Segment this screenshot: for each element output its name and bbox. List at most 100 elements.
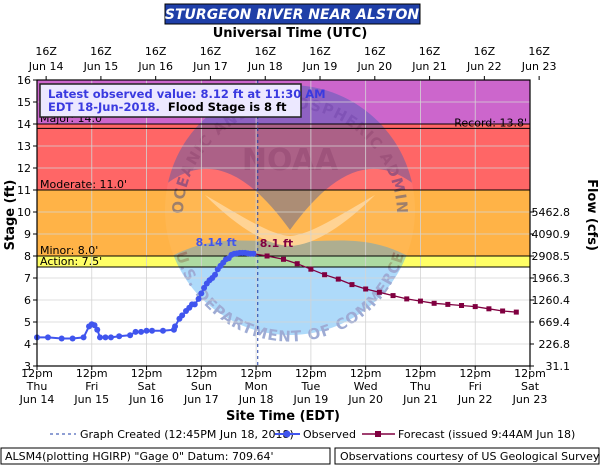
observed-point xyxy=(132,328,139,335)
bottom-tick-time: 12pm xyxy=(76,367,108,380)
noaa-water-shape xyxy=(165,240,415,335)
band-moderate xyxy=(37,124,530,190)
observed-point xyxy=(198,290,205,297)
observed-point xyxy=(195,295,202,302)
footer-left-box xyxy=(0,447,331,465)
observed-point xyxy=(138,328,145,335)
forecast-point xyxy=(486,306,492,312)
stage-tick-label: 14 xyxy=(17,118,31,131)
top-tick-date: Jun 20 xyxy=(356,60,392,73)
noaa-gull-shape xyxy=(205,195,375,246)
forecast-series xyxy=(250,251,519,315)
top-tick-hour: 16Z xyxy=(528,45,550,58)
latest-observation-box: Latest observed value: 8.12 ft at 11:30 … xyxy=(39,83,326,118)
observed-series xyxy=(34,249,257,342)
info-box-date: EDT 18-Jun-2018. xyxy=(48,100,160,114)
top-tick-hour: 16Z xyxy=(90,45,112,58)
stage-tick-label: 13 xyxy=(17,140,31,153)
chart-title: STURGEON RIVER NEAR ALSTON xyxy=(165,7,419,23)
stage-tick-label: 7 xyxy=(24,272,31,285)
info-box-line1: Latest observed value: 8.12 ft at 11:30 … xyxy=(48,87,326,101)
flow-tick-label: 5462.8 xyxy=(532,206,571,219)
threshold-label: Minor: 8.0' xyxy=(40,244,98,257)
flow-tick-label: 2908.5 xyxy=(532,250,571,263)
bottom-tick-date: Jun 22 xyxy=(457,393,493,406)
forecast-point xyxy=(363,286,369,292)
stage-tick-label: 6 xyxy=(24,294,31,307)
bottom-tick-day: Tue xyxy=(300,380,320,393)
bottom-tick-time: 12pm xyxy=(131,367,163,380)
observed-point xyxy=(96,334,103,341)
forecast-point xyxy=(445,301,451,307)
y2-axis-title: Flow (cfs) xyxy=(584,179,599,251)
forecast-point xyxy=(294,261,300,267)
bottom-tick-time: 12pm xyxy=(21,367,53,380)
legend-graph-created: Graph Created (12:45PM Jun 18, 2018) xyxy=(80,428,294,441)
bottom-tick-date: Jun 18 xyxy=(238,393,274,406)
observed-point xyxy=(127,332,134,339)
top-tick-hour: 16Z xyxy=(309,45,331,58)
legend-forecast-marker xyxy=(375,431,381,437)
observed-point xyxy=(58,335,65,342)
forecast-point xyxy=(390,293,396,299)
stage-axis-ticks: 3 4 5 6 7 8 9 10 11 12 13 14 15 16 xyxy=(17,74,37,373)
footer-credit: Observations courtesy of US Geological S… xyxy=(340,450,600,463)
annotation-label: 8.14 ft xyxy=(196,236,237,249)
observed-point xyxy=(250,250,257,257)
forecast-point xyxy=(472,304,478,310)
top-tick-date: Jun 22 xyxy=(466,60,502,73)
bottom-tick-date: Jun 15 xyxy=(73,393,109,406)
forecast-point xyxy=(404,296,410,302)
bottom-tick-day: Mon xyxy=(245,380,268,393)
bottom-tick-day: Sat xyxy=(521,380,540,393)
flow-tick-label: 4090.9 xyxy=(532,228,571,241)
info-box-line2: EDT 18-Jun-2018. Flood Stage is 8 ft xyxy=(48,100,287,114)
footer-right-box xyxy=(334,447,600,465)
observed-point xyxy=(201,284,208,291)
stage-tick-label: 5 xyxy=(24,316,31,329)
flow-axis-ticks: 31.1 226.8 669.4 1260.4 1966.3 2908.5 4090.9 54… xyxy=(530,206,570,373)
top-axis-ticks: 16Z Jun 14 16Z Jun 15 16Z Jun 16 16Z Jun 17 16Z J… xyxy=(28,45,556,80)
footer-datum: ALSM4(plotting HGIRP) "Gage 0" Datum: 70… xyxy=(5,450,273,463)
observed-point xyxy=(102,334,109,341)
observed-point xyxy=(159,327,166,334)
forecast-point xyxy=(459,303,465,308)
flow-tick-label: 1966.3 xyxy=(532,272,571,285)
bottom-tick-day: Thu xyxy=(409,380,431,393)
title-banner xyxy=(164,3,421,25)
bottom-tick-date: Jun 19 xyxy=(293,393,329,406)
top-tick-hour: 16Z xyxy=(200,45,222,58)
top-tick-hour: 16Z xyxy=(419,45,441,58)
stage-tick-label: 3 xyxy=(24,360,31,373)
forecast-point xyxy=(335,276,341,282)
legend-observed: Observed xyxy=(303,428,356,441)
bottom-tick-day: Sat xyxy=(138,380,157,393)
y-axis-title: Stage (ft) xyxy=(3,180,18,251)
bottom-tick-time: 12pm xyxy=(295,367,327,380)
forecast-point xyxy=(376,289,382,295)
stage-tick-label: 16 xyxy=(17,74,31,87)
bottom-tick-date: Jun 16 xyxy=(128,393,164,406)
top-tick-date: Jun 15 xyxy=(83,60,119,73)
forecast-point xyxy=(264,253,270,259)
observed-point xyxy=(149,327,156,334)
top-tick-date: Jun 16 xyxy=(137,60,173,73)
legend-forecast: Forecast (issued 9:44AM Jun 18) xyxy=(398,428,575,441)
threshold-label: Action: 7.5' xyxy=(40,255,102,268)
forecast-point xyxy=(513,309,519,315)
bottom-tick-day: Fri xyxy=(469,380,482,393)
x-axis-title: Site Time (EDT) xyxy=(226,409,340,424)
top-tick-hour: 16Z xyxy=(254,45,276,58)
bottom-tick-time: 12pm xyxy=(350,367,382,380)
bottom-tick-day: Thu xyxy=(26,380,48,393)
bottom-tick-day: Wed xyxy=(354,380,378,393)
top-tick-date: Jun 21 xyxy=(411,60,447,73)
stage-tick-label: 8 xyxy=(24,250,31,263)
noaa-seal-ring xyxy=(165,85,415,335)
bottom-tick-time: 12pm xyxy=(240,367,272,380)
annotation-label: 8.1 ft xyxy=(260,237,293,250)
stage-tick-label: 4 xyxy=(24,338,31,351)
bottom-tick-date: Jun 17 xyxy=(183,393,219,406)
